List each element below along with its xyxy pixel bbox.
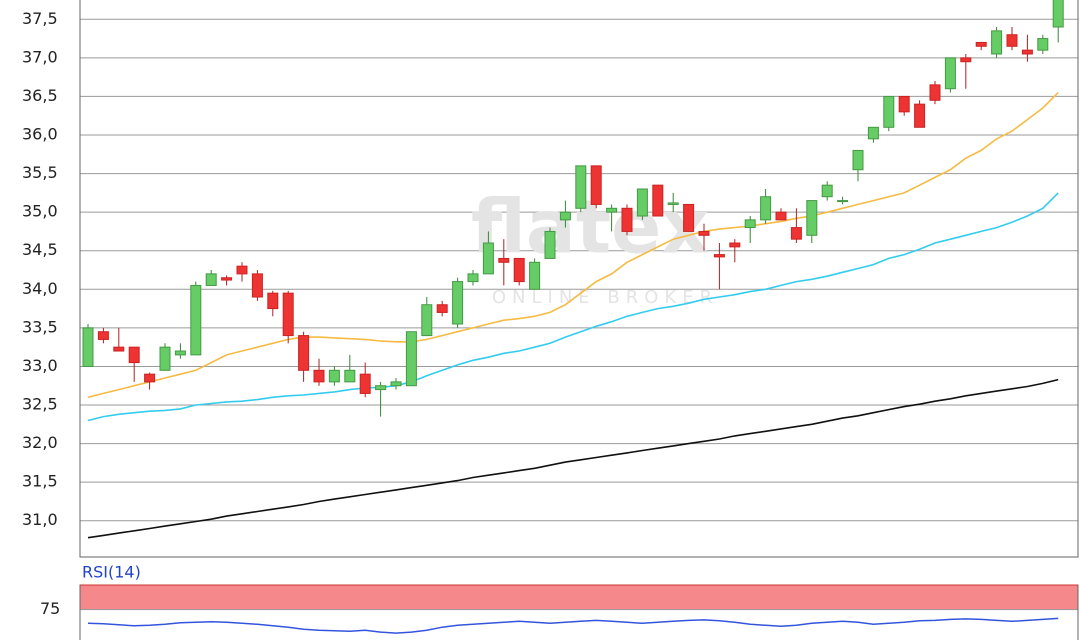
candle-body bbox=[482, 242, 494, 275]
candle-body bbox=[775, 211, 787, 221]
candle-body bbox=[174, 350, 186, 356]
candle-body bbox=[991, 30, 1003, 55]
candle-body bbox=[144, 373, 156, 383]
candle-body bbox=[744, 219, 756, 229]
y-tick-label: 36,5 bbox=[22, 86, 58, 105]
moving-average-line bbox=[87, 192, 1059, 422]
candle-body bbox=[359, 373, 371, 394]
y-tick-label: 37,0 bbox=[22, 47, 58, 66]
y-tick-label: 32,5 bbox=[22, 395, 58, 414]
candle-body bbox=[529, 261, 541, 290]
candle-body bbox=[590, 165, 602, 205]
candle-body bbox=[344, 369, 356, 383]
candle-body bbox=[1037, 38, 1049, 51]
y-tick-label: 31,0 bbox=[22, 510, 58, 529]
candle-body bbox=[960, 57, 972, 63]
candle-body bbox=[944, 57, 956, 90]
candle-body bbox=[929, 84, 941, 101]
rsi-line bbox=[87, 617, 1059, 634]
candle-body bbox=[1021, 49, 1033, 55]
candle-body bbox=[298, 335, 310, 371]
candle-body bbox=[513, 257, 525, 283]
candle-body bbox=[575, 165, 587, 209]
candle-body bbox=[421, 304, 433, 337]
y-tick-label: 31,5 bbox=[22, 472, 58, 491]
candle-body bbox=[790, 227, 802, 240]
moving-average-line bbox=[87, 92, 1059, 399]
y-tick-label: 35,5 bbox=[22, 163, 58, 182]
candle-body bbox=[82, 327, 94, 367]
candle-body bbox=[683, 203, 695, 232]
candle-body bbox=[375, 385, 387, 391]
candle-body bbox=[498, 257, 510, 263]
candle-body bbox=[729, 242, 741, 248]
candle-body bbox=[128, 346, 140, 364]
candle-body bbox=[713, 254, 725, 258]
y-tick-label: 34,5 bbox=[22, 240, 58, 259]
candle-body bbox=[328, 369, 340, 383]
candle-body bbox=[867, 126, 879, 140]
candle-body bbox=[190, 284, 202, 356]
candle-body bbox=[113, 346, 125, 352]
plot-frame bbox=[79, 0, 1079, 558]
candle-body bbox=[313, 369, 325, 383]
candle-body bbox=[436, 304, 448, 313]
candle-body bbox=[975, 41, 987, 47]
candle-body bbox=[267, 292, 279, 310]
candle-body bbox=[159, 346, 171, 371]
y-tick-label: 35,0 bbox=[22, 202, 58, 221]
candle-body bbox=[806, 200, 818, 236]
candle-body bbox=[914, 103, 926, 128]
y-tick-label: 75 bbox=[40, 599, 60, 618]
candle-body bbox=[1052, 0, 1064, 28]
y-tick-label: 33,5 bbox=[22, 317, 58, 336]
candle-body bbox=[852, 149, 864, 171]
y-tick-label: 36,0 bbox=[22, 125, 58, 144]
candle-body bbox=[452, 281, 464, 325]
candle-body bbox=[467, 273, 479, 283]
candle-body bbox=[698, 230, 710, 236]
candle-body bbox=[636, 188, 648, 217]
candle-body bbox=[559, 211, 571, 221]
candle-body bbox=[221, 277, 233, 281]
candle-body bbox=[821, 184, 833, 198]
candle-body bbox=[621, 207, 633, 232]
candle-body bbox=[544, 230, 556, 259]
candle-body bbox=[883, 95, 895, 128]
candle-body bbox=[652, 184, 664, 217]
candle-body bbox=[837, 200, 849, 203]
candle-body bbox=[205, 273, 217, 286]
candle-body bbox=[405, 331, 417, 387]
candle-body bbox=[606, 207, 618, 213]
watermark-subtitle: ONLINE BROKER bbox=[492, 287, 718, 308]
y-tick-label: 32,0 bbox=[22, 433, 58, 452]
candle-body bbox=[282, 292, 294, 337]
candle-body bbox=[1006, 34, 1018, 47]
y-tick-label: 33,0 bbox=[22, 356, 58, 375]
candle-body bbox=[97, 331, 109, 340]
candle-body bbox=[667, 202, 679, 205]
indicator-title: RSI(14) bbox=[82, 563, 141, 582]
candle-body bbox=[390, 381, 402, 387]
watermark: flatex bbox=[471, 185, 709, 271]
candle-body bbox=[898, 95, 910, 113]
y-tick-label: 34,0 bbox=[22, 279, 58, 298]
y-tick-label: 37,5 bbox=[22, 9, 58, 28]
candle-body bbox=[236, 265, 248, 275]
moving-average-line bbox=[87, 378, 1059, 539]
overbought-band bbox=[79, 584, 1079, 611]
candle-body bbox=[760, 196, 772, 221]
candle-body bbox=[251, 273, 263, 298]
